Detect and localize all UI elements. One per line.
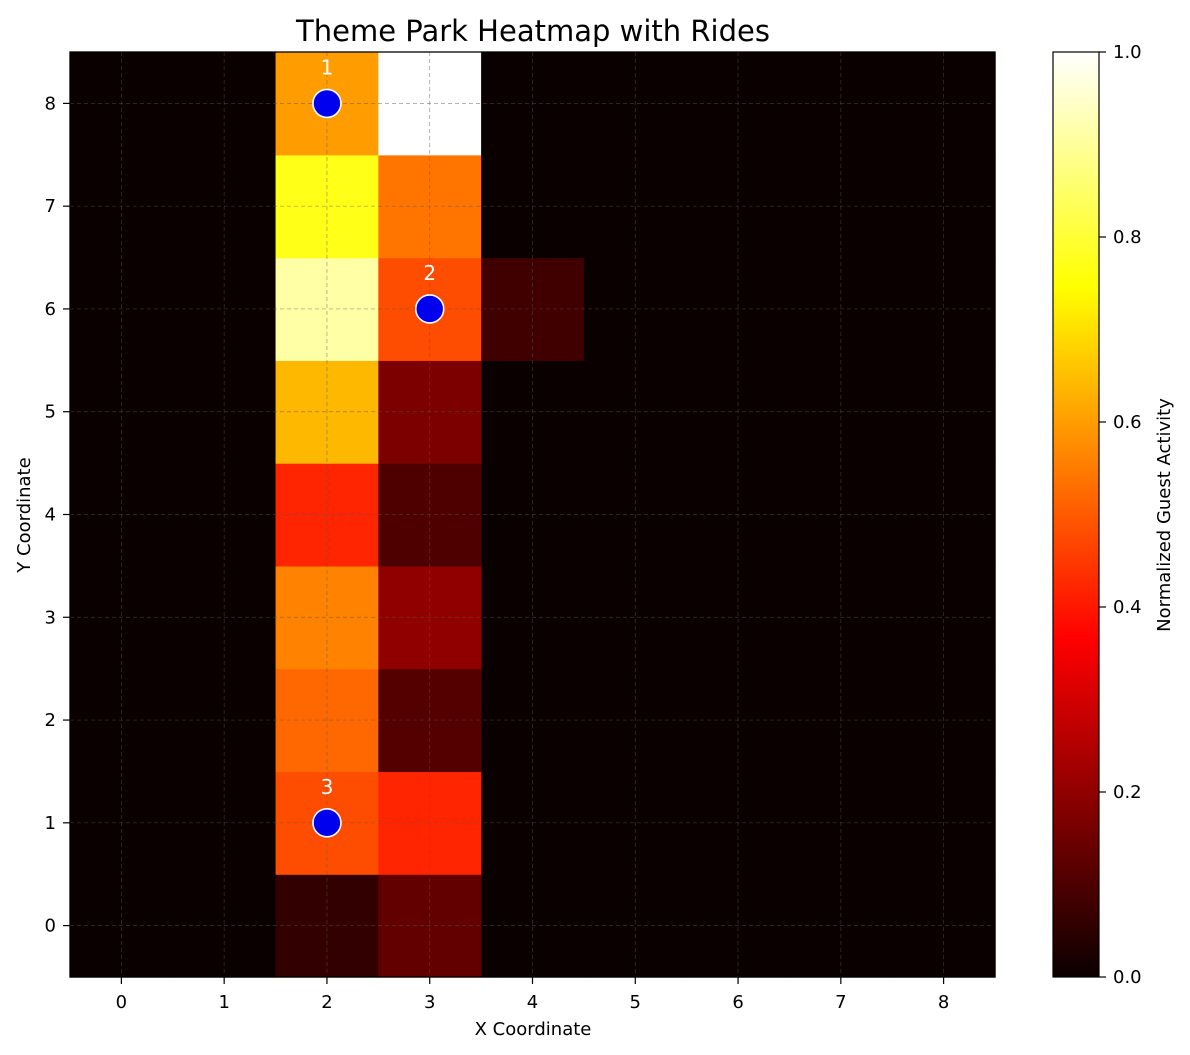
x-tick-label: 2 <box>321 992 332 1013</box>
y-tick-label: 0 <box>45 916 56 937</box>
y-tick-label: 5 <box>45 402 56 423</box>
y-tick-label: 2 <box>45 710 56 731</box>
y-tick-label: 8 <box>45 93 56 114</box>
heatmap-cell <box>275 874 379 978</box>
colorbar-label: Normalized Guest Activity <box>1154 398 1175 632</box>
heatmap-cell <box>583 565 688 670</box>
y-tick-label: 3 <box>45 607 56 628</box>
heatmap-cell <box>275 565 379 670</box>
heatmap-cell <box>583 874 688 978</box>
heatmap-cell <box>892 874 996 978</box>
x-tick-label: 6 <box>732 992 743 1013</box>
colorbar-tick-label: 0.0 <box>1113 967 1142 988</box>
y-tick-label: 7 <box>45 196 56 217</box>
colorbar-tick-label: 0.4 <box>1113 597 1142 618</box>
x-tick-label: 8 <box>938 992 949 1013</box>
ride-marker <box>312 88 342 119</box>
y-tick-label: 1 <box>45 813 56 834</box>
heatmap-cell <box>892 257 996 361</box>
ride-marker <box>312 808 342 838</box>
ride-label: 3 <box>321 775 334 799</box>
ride-label: 1 <box>321 55 334 79</box>
y-axis-label: Y Coordinate <box>14 457 35 573</box>
colorbar-tick-label: 0.8 <box>1113 227 1142 248</box>
x-tick-label: 1 <box>218 992 229 1013</box>
colorbar-tick-label: 0.6 <box>1113 412 1142 433</box>
y-tick-label: 6 <box>45 299 56 320</box>
heatmap-cell <box>583 257 688 361</box>
x-axis-ticks: 0 1 2 3 4 5 6 7 8 <box>116 977 949 1013</box>
x-tick-label: 7 <box>835 992 846 1013</box>
colorbar-ticks: 0.0 0.2 0.4 0.6 0.8 1.0 <box>1099 42 1142 988</box>
x-tick-label: 3 <box>424 992 435 1013</box>
x-tick-label: 4 <box>527 992 538 1013</box>
y-tick-label: 4 <box>45 505 56 526</box>
heatmap-cell <box>275 257 379 361</box>
ride-marker <box>414 294 445 324</box>
colorbar-tick-label: 0.2 <box>1113 782 1142 803</box>
heatmap-cell <box>892 565 996 670</box>
chart-title: Theme Park Heatmap with Rides <box>295 14 770 48</box>
ride-markers: 1 2 3 <box>312 55 445 838</box>
x-tick-label: 0 <box>116 992 127 1013</box>
ride-label: 2 <box>423 261 436 285</box>
x-axis-label: X Coordinate <box>475 1019 592 1040</box>
colorbar <box>1052 51 1100 978</box>
y-axis-ticks: 0 1 2 3 4 5 6 7 8 <box>45 93 70 937</box>
x-tick-label: 5 <box>630 992 641 1013</box>
colorbar-tick-label: 1.0 <box>1113 42 1142 63</box>
